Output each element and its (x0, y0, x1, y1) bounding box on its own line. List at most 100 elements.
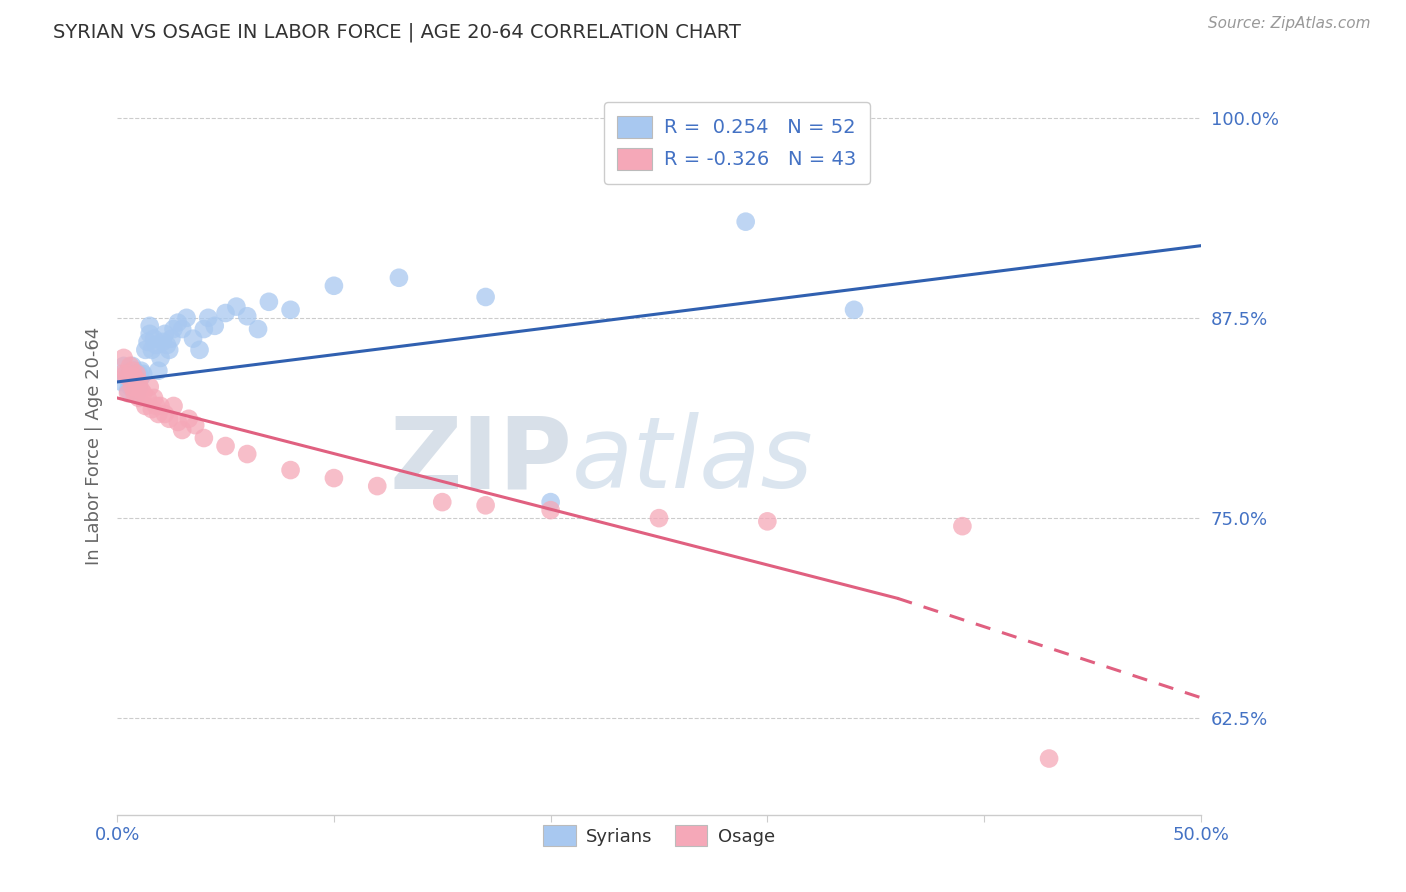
Point (134, 343, 156, 357)
Point (141, 343, 163, 357)
Point (141, 402, 163, 417)
Legend: Syrians, Osage: Syrians, Osage (536, 818, 782, 854)
Point (204, 318, 226, 333)
Point (120, 380, 142, 394)
Point (153, 326, 176, 341)
Point (388, 270, 411, 285)
Point (143, 332, 166, 346)
Point (129, 364, 152, 378)
Point (172, 423, 194, 437)
Point (193, 431, 215, 445)
Point (432, 495, 454, 509)
Point (117, 370, 139, 384)
Point (1038, 751, 1060, 765)
Point (157, 411, 180, 425)
Point (143, 391, 166, 405)
Point (136, 334, 159, 349)
Point (156, 338, 179, 352)
Point (280, 463, 302, 477)
Point (138, 380, 160, 394)
Text: atlas: atlas (572, 412, 814, 509)
Point (225, 300, 247, 314)
Point (148, 364, 170, 378)
Point (236, 310, 259, 324)
Point (214, 439, 236, 453)
Point (117, 386, 139, 401)
Point (540, 495, 562, 509)
Point (153, 407, 176, 421)
Point (366, 479, 388, 493)
Point (128, 375, 150, 389)
Point (648, 511, 671, 525)
Point (134, 399, 156, 413)
Point (177, 411, 200, 425)
Point (193, 322, 215, 336)
Point (176, 310, 198, 325)
Point (214, 306, 236, 320)
Point (172, 322, 194, 336)
Point (167, 415, 190, 429)
Point (162, 399, 184, 413)
Point (474, 499, 496, 513)
Point (145, 399, 167, 413)
Point (145, 338, 167, 352)
Point (110, 375, 132, 389)
Point (138, 318, 160, 333)
Point (138, 326, 160, 341)
Y-axis label: In Labor Force | Age 20-64: In Labor Force | Age 20-64 (86, 326, 103, 566)
Point (115, 367, 138, 381)
Point (124, 386, 146, 401)
Point (236, 447, 259, 461)
Point (112, 351, 135, 365)
Point (842, 302, 865, 317)
Text: SYRIAN VS OSAGE IN LABOR FORCE | AGE 20-64 CORRELATION CHART: SYRIAN VS OSAGE IN LABOR FORCE | AGE 20-… (53, 22, 741, 42)
Point (115, 370, 138, 384)
Point (120, 367, 142, 381)
Point (474, 290, 496, 304)
Point (124, 370, 146, 384)
Point (734, 215, 756, 229)
Point (110, 367, 132, 381)
Point (280, 302, 302, 317)
Point (128, 367, 150, 381)
Point (136, 391, 159, 405)
Point (188, 343, 211, 357)
Point (128, 391, 150, 405)
Point (117, 383, 139, 397)
Point (160, 332, 183, 346)
Point (128, 380, 150, 394)
Point (247, 322, 270, 336)
Point (322, 471, 344, 485)
Point (157, 343, 180, 357)
Point (950, 519, 973, 533)
Point (129, 370, 152, 384)
Point (181, 332, 204, 346)
Point (121, 364, 143, 378)
Point (132, 386, 155, 401)
Text: ZIP: ZIP (389, 412, 572, 509)
Point (322, 278, 344, 293)
Point (149, 399, 172, 413)
Point (121, 359, 143, 373)
Point (121, 380, 143, 394)
Point (125, 367, 148, 381)
Point (148, 407, 170, 421)
Point (124, 364, 146, 378)
Point (112, 359, 135, 373)
Point (152, 334, 174, 349)
Point (132, 367, 155, 381)
Point (125, 375, 148, 389)
Point (540, 503, 562, 517)
Point (162, 322, 184, 336)
Point (124, 370, 146, 384)
Point (121, 375, 143, 389)
Point (120, 359, 142, 373)
Point (129, 383, 152, 397)
Point (149, 351, 172, 365)
Point (257, 294, 280, 309)
Point (167, 316, 190, 330)
Point (756, 514, 779, 528)
Text: Source: ZipAtlas.com: Source: ZipAtlas.com (1208, 16, 1371, 31)
Point (125, 386, 148, 401)
Point (197, 310, 219, 325)
